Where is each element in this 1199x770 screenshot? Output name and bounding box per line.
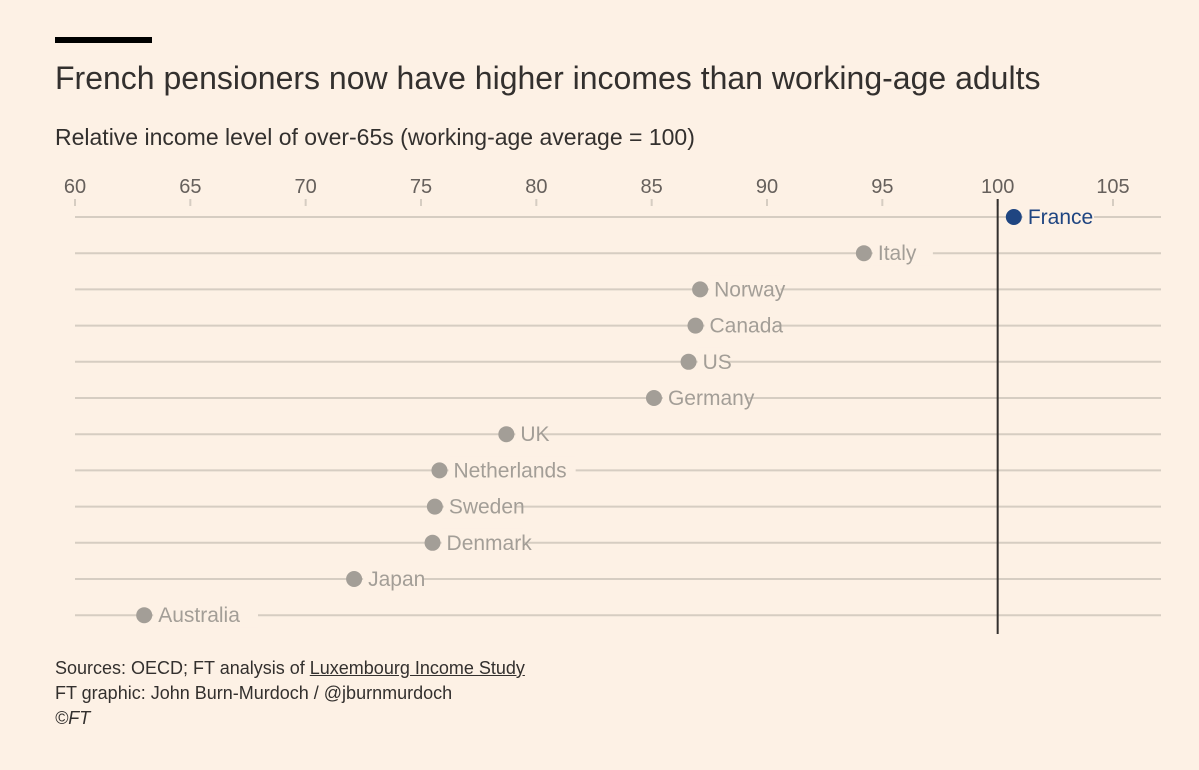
- data-point-dot: [645, 390, 662, 406]
- label-knockout: [704, 311, 776, 338]
- label-knockout: [448, 456, 576, 483]
- data-point-italy: Italy: [855, 239, 933, 266]
- data-point-dot: [692, 281, 709, 298]
- data-point-label: Germany: [668, 387, 755, 410]
- data-point-japan: Japan: [346, 565, 425, 591]
- label-knockout: [697, 347, 724, 374]
- data-point-dot: [1005, 209, 1022, 225]
- copyright-line: ©FT: [55, 708, 91, 728]
- data-point-dot: [498, 426, 515, 443]
- data-point-label: Sweden: [449, 496, 525, 519]
- data-point-label: Denmark: [447, 532, 533, 555]
- data-point-dot: [426, 498, 443, 515]
- x-tick-label: 90: [756, 176, 778, 198]
- chart-title: French pensioners now have higher income…: [55, 60, 1041, 96]
- data-point-sweden: Sweden: [426, 492, 525, 519]
- data-point-dot: [424, 534, 441, 551]
- data-point-dot: [136, 607, 153, 624]
- x-tick-label: 75: [410, 176, 432, 198]
- x-tick-label: 60: [64, 176, 86, 198]
- data-point-label: Netherlands: [453, 459, 566, 482]
- data-point-dot: [855, 245, 872, 262]
- label-knockout: [443, 492, 516, 519]
- data-point-dot: [431, 462, 448, 479]
- x-tick-label: 80: [525, 176, 547, 198]
- data-point-australia: Australia: [136, 601, 258, 628]
- data-point-norway: Norway: [692, 275, 786, 302]
- data-point-canada: Canada: [687, 311, 783, 338]
- sources-link[interactable]: Luxembourg Income Study: [309, 658, 525, 678]
- data-point-uk: UK: [498, 420, 550, 447]
- label-knockout: [662, 384, 746, 410]
- credit-line: FT graphic: John Burn-Murdoch / @jburnmu…: [55, 683, 453, 703]
- x-tick-label: 100: [981, 176, 1014, 198]
- data-point-label: US: [703, 351, 732, 374]
- footer: Sources: OECD; FT analysis of Luxembourg…: [55, 656, 525, 731]
- data-point-label: UK: [520, 423, 549, 446]
- title-accent-bar: [55, 37, 152, 43]
- data-point-label: Italy: [878, 242, 917, 265]
- x-tick-label: 70: [295, 176, 317, 198]
- data-point-germany: Germany: [645, 384, 755, 410]
- data-point-label: Canada: [709, 315, 783, 338]
- x-tick-label: 65: [179, 176, 201, 198]
- label-knockout: [363, 565, 424, 591]
- dot-plot: 60 65 70 75 80 85 90 95 100 105 France Italy Norway…: [64, 176, 1161, 634]
- data-point-netherlands: Netherlands: [431, 456, 576, 483]
- data-point-label: Norway: [714, 278, 786, 301]
- data-point-us: US: [680, 347, 732, 374]
- label-knockout: [709, 275, 781, 302]
- data-point-france: France: [1005, 203, 1095, 229]
- data-points: France Italy Norway Canada US Germany UK Nether…: [136, 203, 1095, 628]
- x-tick-label: 95: [871, 176, 893, 198]
- data-point-dot: [687, 317, 704, 334]
- data-point-dot: [680, 353, 697, 370]
- x-tick-label: 105: [1096, 176, 1129, 198]
- label-knockout: [872, 239, 933, 266]
- x-tick-label: 85: [641, 176, 663, 198]
- label-knockout: [515, 420, 542, 447]
- data-point-label: Australia: [158, 604, 240, 627]
- data-point-label: France: [1028, 206, 1093, 229]
- x-axis-ticks: 60 65 70 75 80 85 90 95 100 105: [64, 176, 1130, 206]
- label-knockout: [1022, 203, 1095, 229]
- data-point-dot: [346, 571, 363, 587]
- data-point-denmark: Denmark: [424, 528, 533, 555]
- sources-line: Sources: OECD; FT analysis of Luxembourg…: [55, 656, 525, 681]
- label-knockout: [153, 601, 258, 628]
- label-knockout: [441, 528, 524, 555]
- data-point-label: Japan: [368, 568, 425, 591]
- sources-text: Sources: OECD; FT analysis of: [55, 658, 310, 678]
- chart-subtitle: Relative income level of over-65s (worki…: [55, 124, 695, 150]
